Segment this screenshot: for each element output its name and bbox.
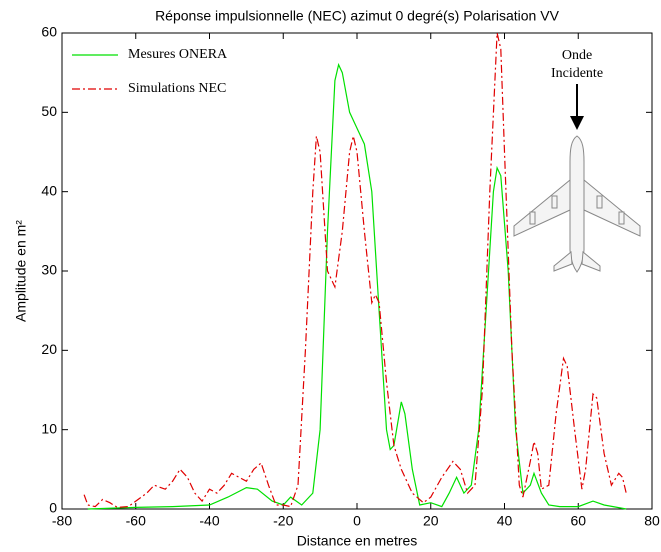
y-tick-label: 50 bbox=[41, 103, 57, 119]
x-axis-label: Distance en metres bbox=[297, 533, 418, 549]
x-tick-label: 80 bbox=[644, 513, 660, 529]
y-axis-label: Amplitude en m² bbox=[13, 220, 29, 322]
x-tick-label: -40 bbox=[199, 513, 219, 529]
x-tick-label: 0 bbox=[353, 513, 361, 529]
y-tick-label: 20 bbox=[41, 341, 57, 357]
y-tick-label: 0 bbox=[49, 500, 57, 516]
annotation: Incidente bbox=[551, 66, 603, 81]
plot-frame bbox=[61, 32, 653, 510]
x-tick-label: -80 bbox=[52, 513, 72, 529]
annotation: Onde bbox=[562, 48, 592, 63]
y-tick-label: 10 bbox=[41, 420, 57, 436]
airplane bbox=[513, 135, 641, 273]
data-line bbox=[83, 32, 627, 509]
y-tick-label: 30 bbox=[41, 262, 57, 278]
x-tick-label: -20 bbox=[273, 513, 293, 529]
y-tick-label: 60 bbox=[41, 24, 57, 40]
x-tick-label: -60 bbox=[126, 513, 146, 529]
legend-label: Mesures ONERA bbox=[128, 47, 228, 62]
chart-title: Réponse impulsionnelle (NEC) azimut 0 de… bbox=[155, 8, 560, 24]
x-tick-label: 40 bbox=[497, 513, 513, 529]
x-tick-label: 20 bbox=[423, 513, 439, 529]
arrow bbox=[570, 84, 584, 130]
y-tick-label: 40 bbox=[41, 182, 57, 198]
legend-label: Simulations NEC bbox=[128, 81, 226, 96]
data-line bbox=[87, 62, 627, 510]
x-tick-label: 60 bbox=[570, 513, 586, 529]
